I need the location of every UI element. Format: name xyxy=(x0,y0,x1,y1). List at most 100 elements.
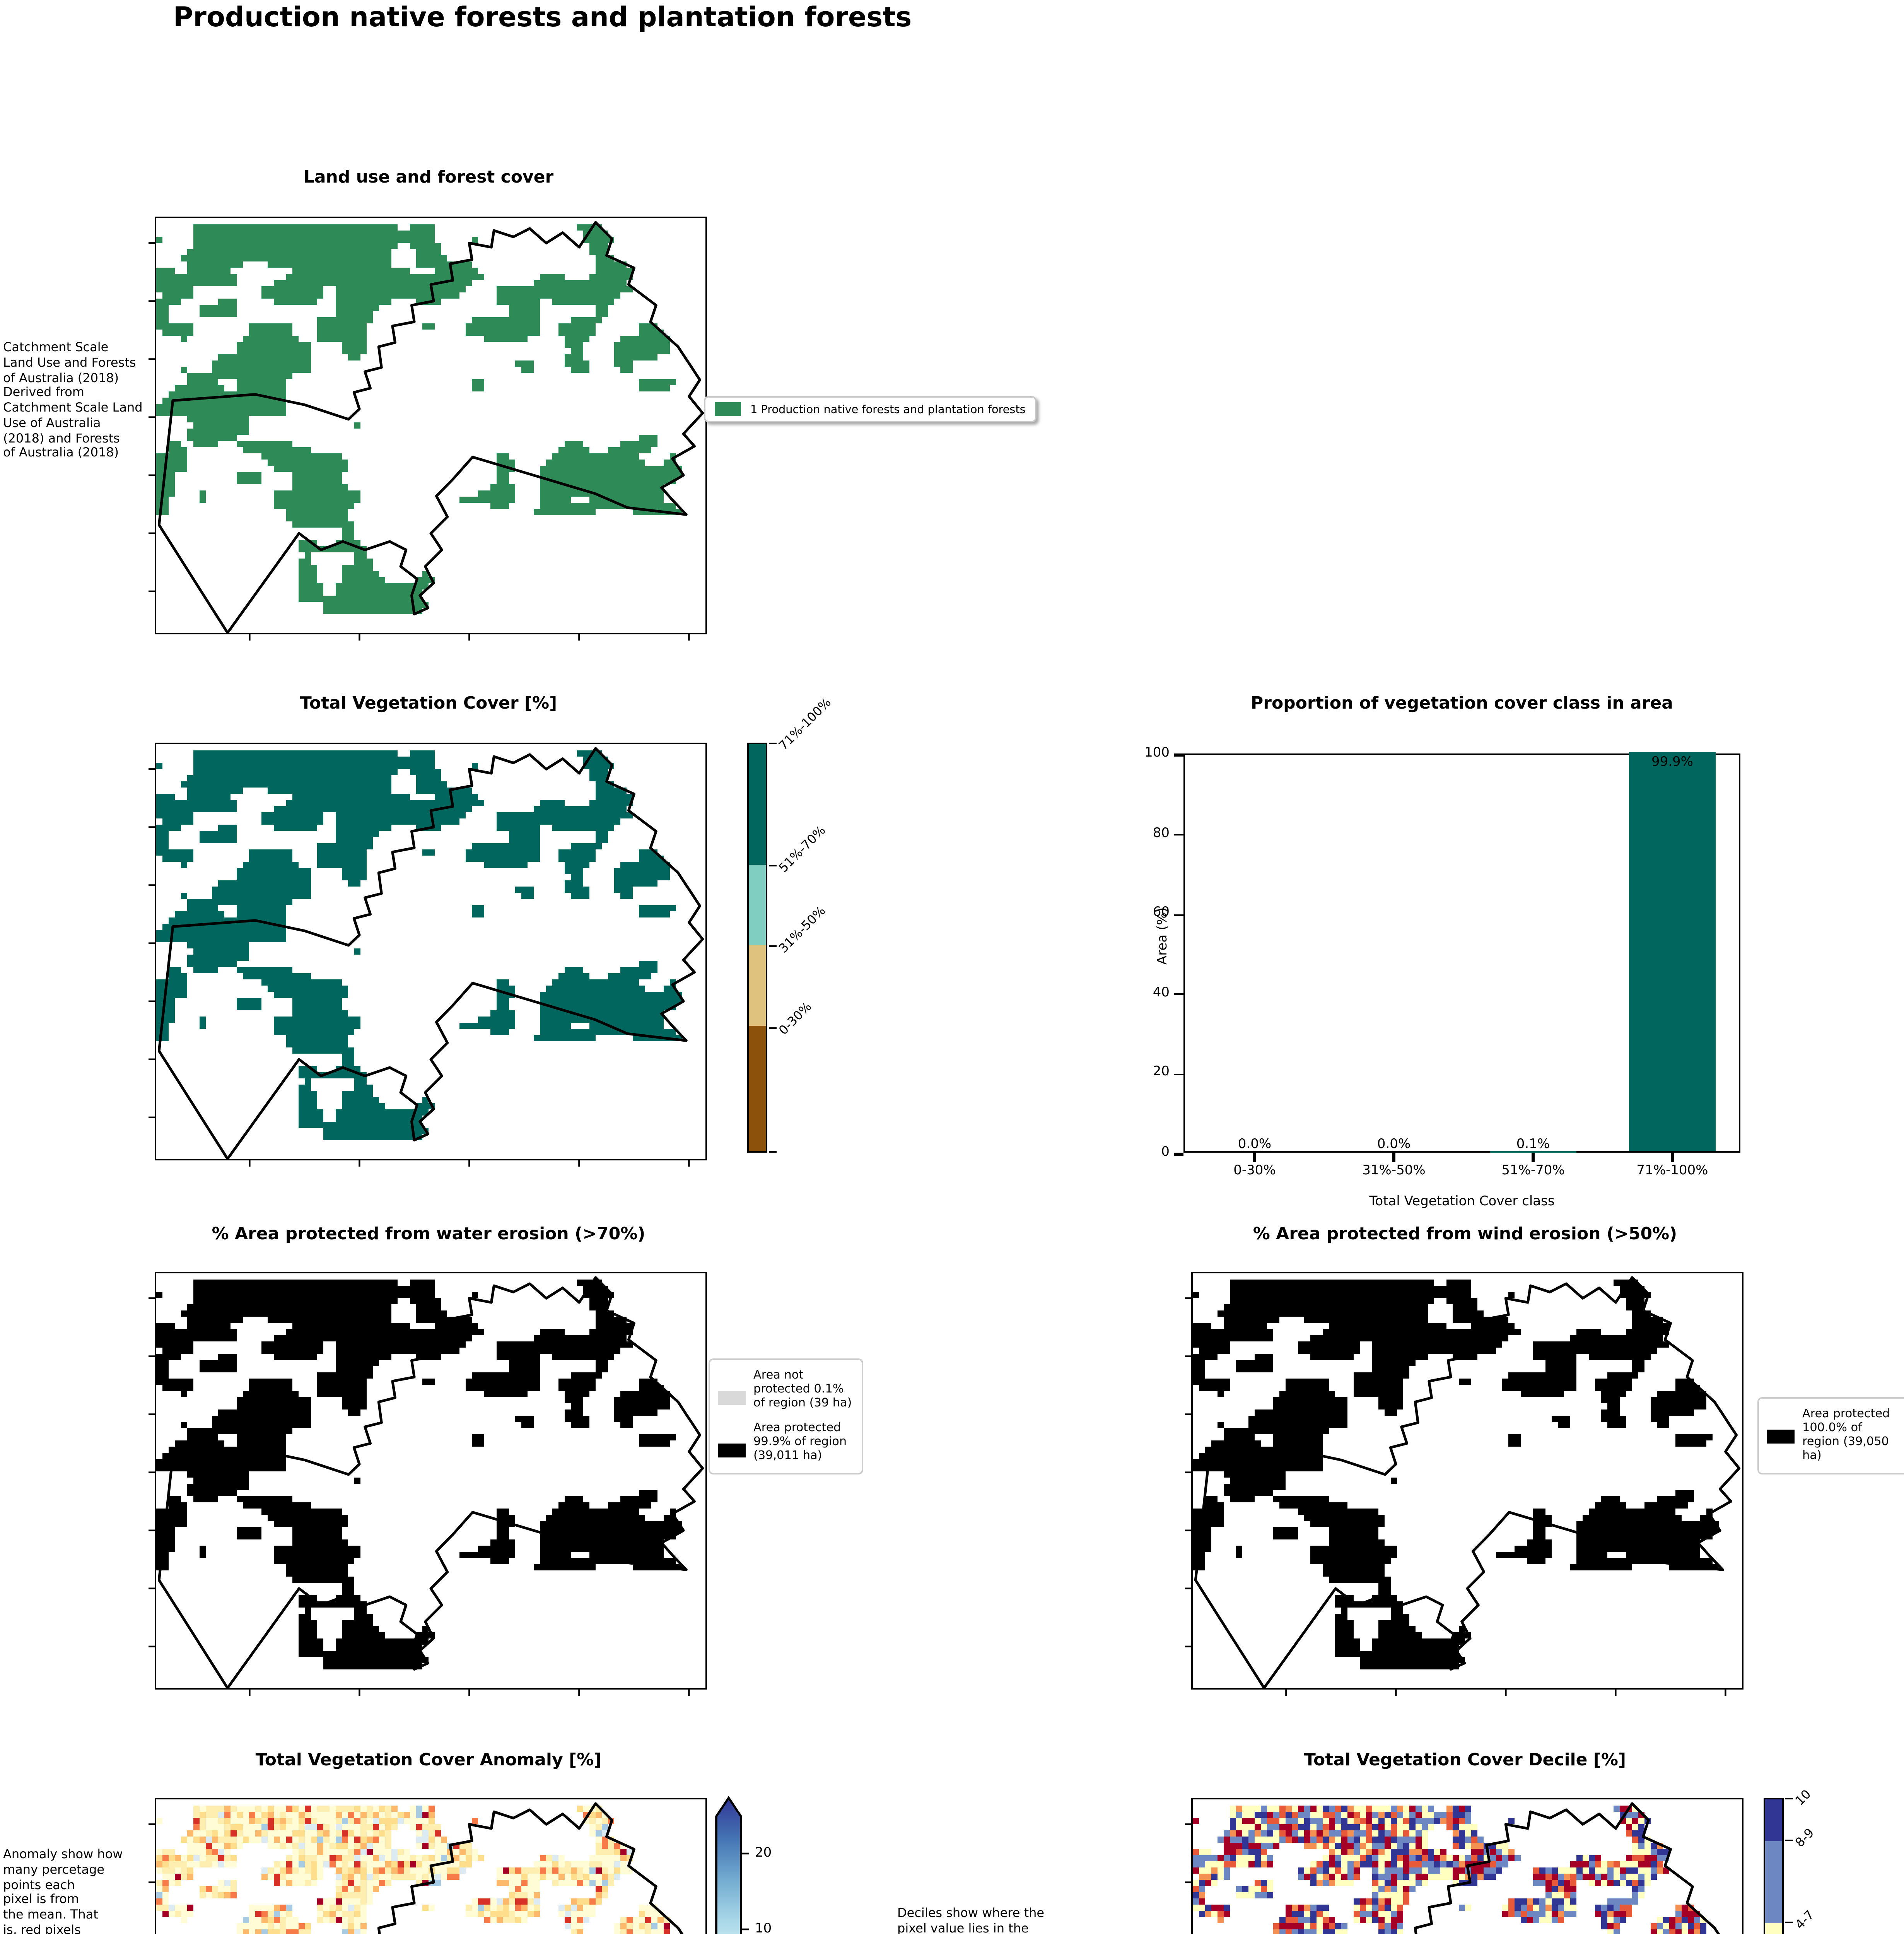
map-pixel-layer xyxy=(156,1806,670,1934)
wind-legend: Area protected 100.0% of region (39,050 … xyxy=(1757,1397,1904,1474)
region-boundary xyxy=(157,221,704,634)
water-title: % Area protected from water erosion (>70… xyxy=(212,1224,645,1244)
anomaly-tick-10: 10 xyxy=(755,1922,772,1934)
colorbar-tick xyxy=(1785,1922,1793,1924)
x-axis-tick-label: 31%-50% xyxy=(1362,1163,1426,1179)
y-axis-tick xyxy=(1174,1073,1183,1075)
y-axis-tick-label: 80 xyxy=(1153,825,1170,841)
x-axis-tick xyxy=(1253,1153,1256,1162)
anomaly-colorbar: 20 10 0 −10 −20 xyxy=(712,1795,897,1934)
wind-legend-entry: Area protected 100.0% of region (39,050 … xyxy=(1767,1406,1903,1463)
map-pixel-layer xyxy=(156,750,682,1140)
landuse-map-canvas xyxy=(149,221,704,641)
anomaly-note: Anomaly show how many percetage points e… xyxy=(3,1847,123,1934)
wind-title: % Area protected from wind erosion (>50%… xyxy=(1253,1224,1677,1244)
landuse-pixels xyxy=(156,224,682,614)
proportion-chart-plot: 0 20 40 60 80 100 0-30% 0.0% 31%-50% 0.0% 51%-70% 0… xyxy=(1144,746,1740,1179)
proportion-ylabel: Area (%) xyxy=(1156,907,1171,965)
water-notprotected-swatch xyxy=(718,1391,746,1405)
bar-value-label: 99.9% xyxy=(1651,755,1693,771)
colorbar-label: 8-9 xyxy=(1793,1825,1817,1850)
x-axis-tick-label: 51%-70% xyxy=(1501,1163,1565,1179)
wind-protected-label: Area protected 100.0% of region (39,050 … xyxy=(1802,1406,1890,1462)
decile-note: Deciles show where the pixel value lies … xyxy=(897,1906,1045,1934)
decile-title: Total Vegetation Cover Decile [%] xyxy=(1304,1750,1626,1770)
decile-pixels xyxy=(1193,1806,1706,1934)
y-axis-tick-label: 20 xyxy=(1153,1065,1170,1081)
anomaly-tick-20: 20 xyxy=(755,1846,772,1861)
anomaly-map xyxy=(149,1798,707,1934)
colorbar-segment xyxy=(749,865,766,946)
landuse-legend-swatch xyxy=(715,402,741,416)
region-boundary xyxy=(157,747,704,1160)
decile-map xyxy=(1185,1798,1743,1934)
bar-value-label: 0.0% xyxy=(1377,1137,1411,1153)
bar-value-label: 0.1% xyxy=(1516,1136,1550,1152)
wind-map-canvas xyxy=(1185,1276,1741,1696)
page-title: Production native forests and plantation… xyxy=(173,3,912,34)
wind-pixels xyxy=(1193,1280,1719,1669)
x-axis-tick-label: 71%-100% xyxy=(1636,1163,1708,1179)
tvc-colorbar: 71%-100% 51%-70% 31%-50% 0-30% xyxy=(747,695,933,1153)
map-pixel-layer xyxy=(156,1806,664,1934)
water-protected-swatch xyxy=(718,1443,746,1457)
landuse-legend: 1 Production native forests and plantati… xyxy=(704,396,1037,422)
anomaly-map-canvas xyxy=(149,1802,684,1934)
colorbar-tick xyxy=(769,743,777,745)
tvc-title: Total Vegetation Cover [%] xyxy=(300,693,557,713)
map-pixel-layer xyxy=(156,1280,682,1669)
colorbar-strip xyxy=(747,743,767,1153)
region-boundary xyxy=(1194,1276,1741,1690)
landuse-legend-label: 1 Production native forests and plantati… xyxy=(750,402,1026,416)
map-pixel-layer xyxy=(1193,1806,1700,1934)
proportion-chart-title: Proportion of vegetation cover class in … xyxy=(1251,693,1673,713)
region-boundary xyxy=(157,1276,704,1690)
colorbar-segment xyxy=(749,744,766,865)
x-axis-tick xyxy=(1671,1153,1673,1162)
water-map-canvas xyxy=(149,1276,704,1696)
colorbar-tick xyxy=(769,1151,777,1153)
anomaly-pixels xyxy=(156,1806,670,1934)
x-axis-tick xyxy=(1393,1153,1395,1162)
landuse-map xyxy=(149,217,707,641)
y-axis-tick xyxy=(1174,1153,1183,1155)
anomaly-title: Total Vegetation Cover Anomaly [%] xyxy=(255,1750,602,1770)
region-boundary xyxy=(1414,1802,1720,1934)
water-notprotected-label: Area not protected 0.1% of region (39 ha… xyxy=(753,1368,852,1409)
region-boundary xyxy=(377,1802,684,1934)
colorbar-label: 0-30% xyxy=(776,999,815,1037)
map-pixel-layer xyxy=(1193,1806,1706,1934)
map-pixel-layer xyxy=(1193,1280,1719,1669)
colorbar-label: 51%-70% xyxy=(776,823,828,875)
proportion-bar xyxy=(1629,752,1716,1151)
colorbar-segment xyxy=(749,1026,766,1151)
x-axis-tick xyxy=(1532,1153,1534,1162)
y-axis-tick xyxy=(1174,993,1183,996)
water-legend-entry: Area not protected 0.1% of region (39 ha… xyxy=(718,1368,854,1411)
y-axis-tick-label: 40 xyxy=(1153,985,1170,1001)
landuse-side-note: Catchment Scale Land Use and Forests of … xyxy=(3,340,143,460)
colorbar-segment xyxy=(1765,1799,1782,1841)
landuse-title: Land use and forest cover xyxy=(303,167,554,187)
y-axis-tick-label: 60 xyxy=(1153,905,1170,921)
colorbar-segment xyxy=(749,945,766,1027)
map-pixel-layer xyxy=(169,1812,633,1934)
colorbar-strip xyxy=(1764,1798,1784,1934)
y-axis-tick xyxy=(1174,834,1183,836)
y-axis-tick-label: 0 xyxy=(1161,1145,1170,1160)
wind-map xyxy=(1185,1272,1743,1696)
colorbar-tick xyxy=(769,1027,777,1029)
colorbar-label: 4-7 xyxy=(1793,1908,1817,1933)
tvc-pixels xyxy=(156,750,682,1140)
y-axis-tick-label: 100 xyxy=(1144,746,1170,761)
water-pixels xyxy=(156,1280,682,1669)
colorbar-label: 10 xyxy=(1793,1787,1814,1808)
x-axis-tick-label: 0-30% xyxy=(1233,1163,1276,1179)
water-map xyxy=(149,1272,707,1696)
colorbar-segment xyxy=(1765,1840,1782,1923)
y-axis-tick xyxy=(1174,754,1183,756)
colorbar-tick xyxy=(769,864,777,866)
water-legend: Area not protected 0.1% of region (39 ha… xyxy=(709,1358,863,1474)
water-protected-label: Area protected 99.9% of region (39,011 h… xyxy=(753,1420,847,1462)
